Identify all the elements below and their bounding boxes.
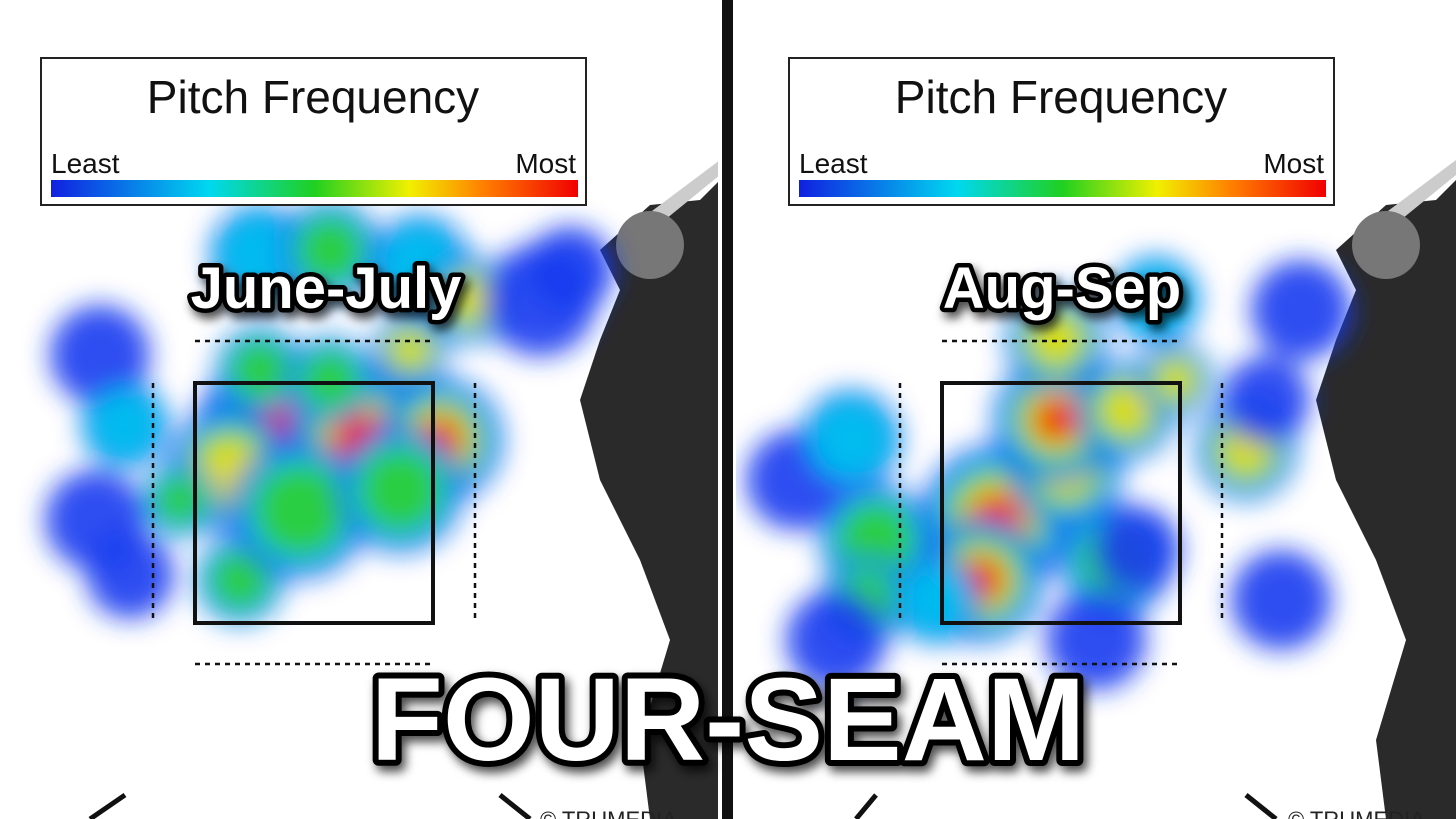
legend-most: Most xyxy=(1263,148,1324,179)
plate xyxy=(854,793,1278,819)
heat-blob xyxy=(357,447,443,533)
heat-blob xyxy=(1092,506,1180,594)
heat-blob xyxy=(88,388,162,462)
heat-blob xyxy=(253,463,347,557)
batter xyxy=(1316,180,1456,819)
credit: © TRUMEDIA xyxy=(540,807,677,819)
heat-blob xyxy=(230,340,290,400)
heat-blob xyxy=(1046,590,1146,690)
heat-blob xyxy=(526,226,614,314)
heat-blob xyxy=(447,277,493,323)
heat-blob xyxy=(210,550,270,610)
heat-blob xyxy=(1119,263,1193,337)
heat-blob xyxy=(1231,550,1331,650)
legend-title: Pitch Frequency xyxy=(147,71,479,123)
panel: Pitch Frequency Least Most © TRUMEDIA June-J… xyxy=(40,57,718,819)
heat-blob xyxy=(154,474,206,526)
credit: © TRUMEDIA xyxy=(1288,807,1425,819)
heat-blob xyxy=(1251,260,1351,360)
legend-most: Most xyxy=(515,148,576,179)
helmet xyxy=(616,211,684,279)
main-title: FOUR-SEAM xyxy=(371,654,1086,786)
heat-blob xyxy=(899,563,973,637)
heatmap xyxy=(45,200,614,624)
divider xyxy=(722,0,733,819)
panel: Pitch Frequency Least Most © TRUMEDIA Aug-Se… xyxy=(746,57,1456,819)
heat-blob xyxy=(1222,356,1310,444)
heat-blob xyxy=(50,305,150,405)
period-label: Aug-Sep xyxy=(943,256,1181,321)
batter xyxy=(580,182,718,819)
heatmap xyxy=(746,256,1351,690)
heat-blob xyxy=(809,398,893,482)
heat-blob xyxy=(390,330,430,370)
heat-blob xyxy=(1100,384,1152,436)
helmet xyxy=(1352,211,1420,279)
heat-blob xyxy=(218,213,302,297)
legend-least: Least xyxy=(51,148,120,179)
heat-blob xyxy=(300,350,360,410)
heat-blob xyxy=(86,531,174,619)
legend-title: Pitch Frequency xyxy=(895,71,1227,123)
heat-blob xyxy=(1033,397,1079,443)
period-label: June-July xyxy=(191,256,462,321)
plate xyxy=(88,792,532,819)
heat-blob xyxy=(296,216,364,284)
legend-least: Least xyxy=(799,148,868,179)
legend-scale xyxy=(51,180,578,197)
heat-blob xyxy=(786,590,886,690)
heat-blob xyxy=(1156,360,1196,400)
legend-scale xyxy=(799,180,1326,197)
strike-zone xyxy=(940,381,1182,625)
strike-zone xyxy=(193,381,435,625)
